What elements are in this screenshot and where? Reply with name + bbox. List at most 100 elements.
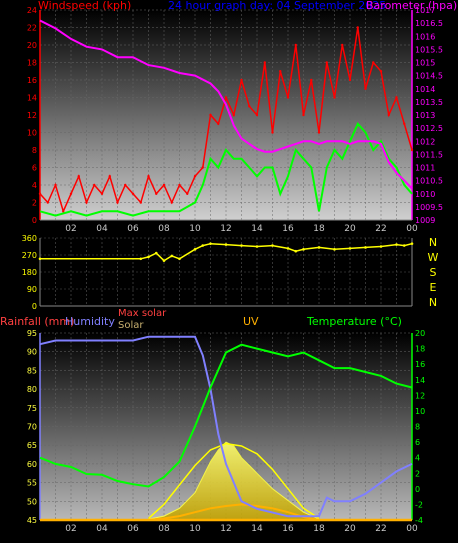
windspeed-point: [310, 78, 313, 82]
y2-tick-label: 16: [415, 360, 425, 369]
y2-tick-label: 2: [415, 469, 420, 478]
y2-tick-label: 20: [415, 329, 425, 338]
y-tick-label: 20: [27, 41, 37, 50]
x-tick-label: 08: [158, 524, 170, 534]
solar-label: Solar: [118, 320, 144, 331]
y2-tick-label: 14: [415, 376, 425, 385]
y-tick-label: 6: [32, 164, 37, 173]
wind-direction-point: [147, 255, 150, 259]
wind-direction-point: [395, 243, 398, 246]
direction-tick-label: 360: [22, 234, 37, 243]
y-tick-label: 45: [27, 516, 37, 525]
barometer-axis-title: Barometer (hpa): [366, 0, 457, 12]
windspeed-point: [139, 201, 142, 204]
wind-direction-point: [271, 244, 274, 247]
wind-direction-point: [193, 248, 197, 251]
windspeed-point: [178, 183, 181, 187]
y-tick-label: 85: [27, 366, 37, 375]
y-tick-label: 50: [27, 497, 37, 506]
direction-tick-label: 180: [22, 268, 37, 277]
y2-tick-label: 6: [415, 438, 420, 447]
y-tick-label: 75: [27, 404, 37, 413]
y-tick-label: 90: [27, 348, 37, 357]
windspeed-point: [217, 122, 220, 125]
y2-tick-label: 1010: [415, 190, 435, 199]
y-tick-label: 95: [27, 329, 37, 338]
y2-tick-label: 4: [415, 454, 420, 463]
x-tick-label: 20: [344, 524, 356, 534]
y-tick-label: 14: [27, 94, 37, 103]
windspeed-point: [341, 43, 344, 47]
windspeed-point: [356, 26, 359, 29]
wind-direction-point: [209, 242, 212, 245]
windspeed-point: [186, 192, 189, 195]
y2-tick-label: 1011: [415, 164, 435, 173]
wind-direction-point: [162, 259, 166, 262]
y-tick-label: 70: [27, 423, 37, 432]
x-tick-label: 08: [158, 224, 170, 234]
max-solar-label: Max solar: [118, 308, 167, 319]
windspeed-average-series: [39, 121, 413, 217]
windspeed-point: [54, 183, 57, 187]
x-tick-label: 12: [220, 524, 231, 534]
wind-direction-point: [317, 246, 321, 249]
y2-tick-label: 1015: [415, 59, 435, 68]
compass-label: W: [428, 251, 439, 264]
windspeed-point: [69, 192, 73, 195]
wind-direction-point: [348, 247, 352, 250]
rainfall-axis-title: Rainfall (mm): [0, 315, 74, 328]
x-tick-label: 02: [65, 224, 76, 234]
windspeed-axis-title: Windspeed (kph): [38, 0, 131, 12]
wind-direction-point: [302, 248, 305, 251]
y-tick-label: 65: [27, 441, 37, 450]
windspeed-point: [85, 201, 88, 204]
windspeed-point: [286, 96, 290, 99]
windspeed-point: [147, 175, 150, 178]
y2-tick-label: 12: [415, 391, 425, 400]
x-tick-label: 18: [313, 224, 325, 234]
y2-tick-label: 1013: [415, 111, 435, 120]
direction-tick-label: 0: [32, 302, 37, 311]
y-tick-label: 10: [27, 129, 37, 138]
wind-direction-point: [201, 244, 205, 247]
windspeed-point: [201, 166, 204, 169]
windspeed-point: [372, 61, 375, 64]
y-tick-label: 16: [27, 76, 37, 85]
x-tick-label: 06: [127, 524, 139, 534]
y2-tick-label: 1012: [415, 137, 435, 146]
wind-direction-point: [402, 244, 406, 247]
compass-label: N: [429, 236, 437, 249]
wind-direction-point: [224, 243, 228, 246]
uv-label: UV: [243, 315, 259, 328]
windspeed-point: [387, 113, 390, 117]
wind-direction-point: [379, 245, 383, 248]
y2-tick-label: 8: [415, 423, 420, 432]
windspeed-point: [224, 96, 228, 99]
windspeed-point: [364, 87, 367, 90]
x-tick-label: 14: [251, 224, 263, 234]
windspeed-point: [279, 70, 282, 73]
wind-direction-point: [240, 244, 243, 247]
y2-tick-label: 1016.5: [415, 19, 443, 28]
y-tick-label: 80: [27, 385, 37, 394]
windspeed-point: [131, 192, 135, 195]
y-tick-label: 18: [27, 59, 37, 68]
windspeed-point: [193, 175, 197, 178]
x-tick-label: 18: [313, 524, 325, 534]
wind-direction-point: [154, 251, 158, 255]
windspeed-point: [240, 78, 243, 82]
windspeed-point: [255, 113, 259, 117]
y2-tick-label: 1012.5: [415, 124, 443, 133]
wind-direction-point: [286, 247, 290, 250]
direction-tick-label: 270: [22, 251, 37, 260]
temperature-axis-title: Temperature (°C): [306, 315, 402, 328]
y2-tick-label: 1009: [415, 216, 435, 225]
windspeed-point: [46, 201, 49, 204]
compass-label: E: [430, 281, 437, 294]
x-tick-label: 04: [96, 224, 108, 234]
windspeed-point: [333, 96, 336, 99]
windspeed-point: [403, 122, 406, 125]
barometer-series: [39, 19, 413, 190]
temperature-series: [39, 343, 413, 488]
